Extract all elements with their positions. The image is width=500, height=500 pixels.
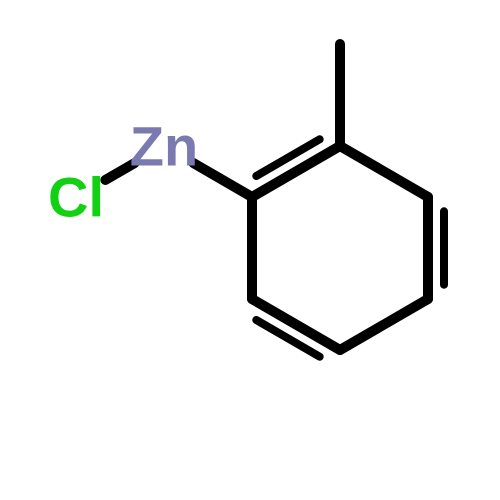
molecule-canvas: Zn Cl [0,0,500,500]
bond-line [193,163,252,197]
atom-label-zn: Zn [130,115,198,178]
bond-line [340,146,428,197]
atom-label-cl: Cl [48,166,104,229]
bonds-layer [105,44,444,357]
bond-line [340,299,428,350]
